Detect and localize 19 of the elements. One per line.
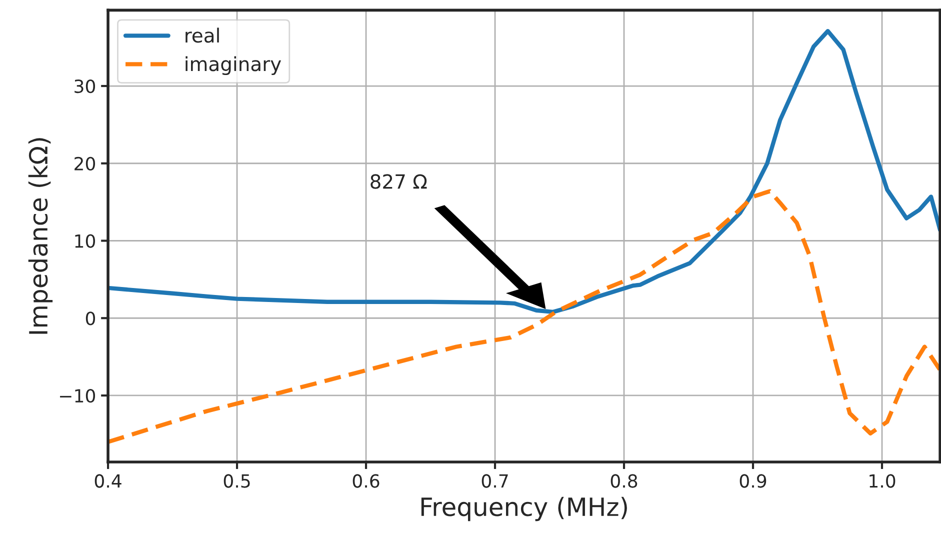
x-tick-label: 0.9	[740, 474, 766, 488]
x-tick-label: 0.7	[482, 474, 508, 488]
y-tick-label: 30	[74, 79, 96, 94]
x-tick-label: 0.6	[352, 474, 380, 488]
x-tick-label: 0.8	[610, 474, 638, 488]
y-tick-label: −10	[60, 388, 96, 403]
line-series	[108, 189, 940, 444]
x-axis-title: Frequency (MHz)	[421, 496, 627, 522]
line-series	[108, 28, 940, 314]
y-tick-label: 20	[74, 156, 96, 170]
legend-label: real	[186, 28, 219, 43]
legend-label: imaginary	[186, 56, 282, 76]
annotation: 827 Ω	[370, 174, 427, 189]
x-tick-label: 0.4	[94, 474, 122, 488]
x-tick-label: 0.5	[224, 474, 250, 488]
y-tick-label: 0	[86, 312, 96, 326]
x-tick-label: 1.0	[870, 474, 896, 488]
y-tick-label: 10	[75, 234, 96, 248]
y-axis-title: Impedance (kΩ)	[28, 138, 53, 334]
